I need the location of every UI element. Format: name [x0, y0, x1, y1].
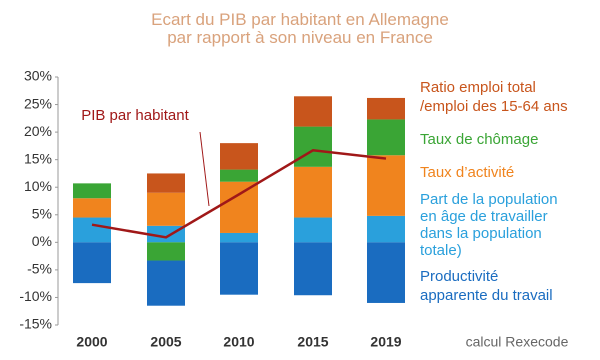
bar-segment [294, 242, 332, 296]
y-tick-label: 15% [24, 150, 52, 166]
bar-segment [294, 166, 332, 218]
bar-segment [147, 225, 185, 243]
legend-label: Ratio emploi total/emploi des 15-64 ans [420, 79, 568, 115]
y-tick-label: 10% [24, 178, 52, 194]
x-tick-label: 2019 [370, 334, 401, 350]
x-tick-label: 2010 [223, 334, 254, 350]
y-tick-label: -15% [19, 316, 52, 332]
bar-segment [367, 119, 405, 156]
bar-segment [220, 232, 258, 243]
line-series [91, 149, 387, 239]
bar-segment [147, 260, 185, 306]
bar-segment [147, 173, 185, 193]
bar-segment [367, 155, 405, 216]
bar-segment [294, 126, 332, 167]
bar-segment [367, 215, 405, 243]
y-tick-label: 20% [24, 123, 52, 139]
y-tick-label: 30% [24, 68, 52, 84]
y-tick-label: 25% [24, 95, 52, 111]
y-tick-label: 5% [32, 205, 52, 221]
legend-label: Part de la population en âge de travaille… [420, 191, 558, 259]
bar-segment [220, 181, 258, 233]
bar-segment [367, 242, 405, 303]
bar-segment [220, 143, 258, 170]
x-tick-label: 2005 [150, 334, 181, 350]
y-tick-label: -5% [27, 261, 52, 277]
x-tick-label: 2015 [297, 334, 328, 350]
legend-label: Productivité apparente du travail [420, 268, 553, 304]
bar-segment [73, 183, 111, 199]
y-tick-label: 0% [32, 233, 52, 249]
bar-segment [294, 96, 332, 127]
bar-segment [367, 97, 405, 120]
bar-segment [294, 217, 332, 243]
bar-segment [220, 242, 258, 295]
legend-label: Taux de chômage [420, 131, 538, 148]
legend-label: Taux d’activité [420, 164, 514, 181]
chart-title: Ecart du PIB par habitant en Allemagne pa… [151, 10, 449, 47]
annotation-pointer [199, 131, 210, 207]
y-tick-label: -10% [19, 288, 52, 304]
bar-segment [73, 198, 111, 218]
bar-segment [220, 169, 258, 182]
source-note: calcul Rexecode [466, 334, 569, 350]
bar-segment [147, 242, 185, 261]
bar-segment [147, 192, 185, 226]
line-label: PIB par habitant [81, 107, 189, 124]
bar-segment [73, 242, 111, 284]
bar-segment [73, 217, 111, 243]
x-tick-label: 2000 [76, 334, 107, 350]
